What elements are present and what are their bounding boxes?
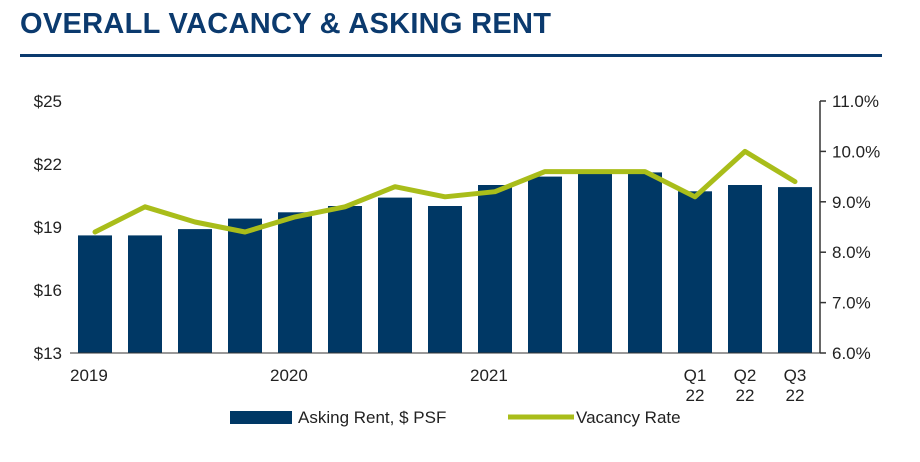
bar-asking-rent-9 [528, 176, 562, 353]
bar-asking-rent-4 [278, 212, 312, 353]
y-left-tick-label: $16 [34, 281, 62, 300]
bar-asking-rent-13 [728, 185, 762, 353]
bar-asking-rent-6 [378, 197, 412, 353]
bar-asking-rent-5 [328, 206, 362, 353]
y-right-tick-label: 11.0% [832, 92, 879, 111]
bar-asking-rent-10 [578, 172, 612, 353]
x-tick-label: Q3 22 [784, 366, 807, 405]
bar-asking-rent-11 [628, 172, 662, 353]
legend-label-asking-rent: Asking Rent, $ PSF [298, 408, 446, 427]
line-series-vacancy-rate [92, 148, 798, 235]
bar-asking-rent-2 [178, 229, 212, 353]
bar-asking-rent-3 [228, 218, 262, 353]
x-tick-label: Q2 22 [734, 366, 757, 405]
bar-asking-rent-8 [478, 185, 512, 353]
y-left-tick-label: $25 [34, 92, 62, 111]
bar-asking-rent-7 [428, 206, 462, 353]
y-left-tick-label: $13 [34, 344, 62, 363]
bar-asking-rent-0 [78, 235, 112, 353]
chart-legend: Asking Rent, $ PSF Vacancy Rate [230, 408, 681, 427]
y-right-tick-label: 7.0% [832, 294, 871, 313]
chart-title: OVERALL VACANCY & ASKING RENT [20, 8, 552, 40]
bar-asking-rent-12 [678, 191, 712, 353]
legend-swatch-asking-rent [230, 411, 292, 424]
x-tick-label: Q1 22 [684, 366, 707, 405]
x-tick-label: 2019 [70, 366, 108, 385]
bar-asking-rent-14 [778, 187, 812, 353]
bar-asking-rent-1 [128, 235, 162, 353]
chart-axes: $13 $16 $19 $22 $25 6.0% 7.0% 8.0% 9.0% 10.0% 11.0… [34, 92, 881, 405]
y-right-tick-label: 9.0% [832, 193, 871, 212]
bar-series-asking-rent [78, 172, 812, 353]
legend-label-vacancy-rate: Vacancy Rate [576, 408, 681, 427]
y-left-tick-label: $22 [34, 155, 62, 174]
x-tick-label: 2021 [470, 366, 508, 385]
x-tick-label: 2020 [270, 366, 308, 385]
title-divider [20, 54, 882, 57]
y-right-tick-label: 10.0% [832, 142, 880, 161]
y-left-tick-label: $19 [34, 218, 62, 237]
y-right-tick-label: 8.0% [832, 243, 871, 262]
y-right-tick-label: 6.0% [832, 344, 871, 363]
